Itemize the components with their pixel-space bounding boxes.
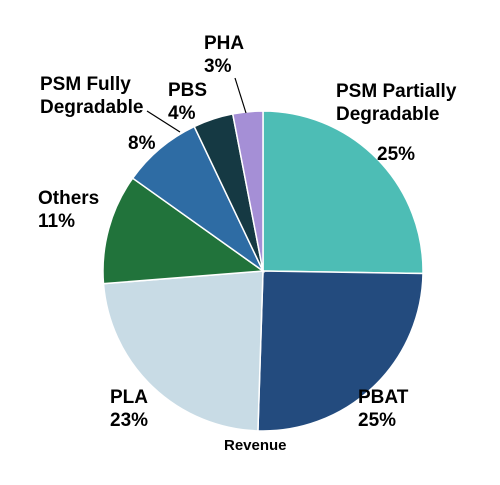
x-axis-label: Revenue — [224, 437, 287, 454]
slice-label-pla-name: PLA — [110, 387, 148, 408]
pie-slice-others — [102, 177, 266, 285]
slice-label-psm-partially-line2: Degradable — [336, 104, 440, 125]
slice-label-pla: PLA 23% — [110, 386, 148, 432]
pie-slice-pha — [231, 110, 264, 272]
slice-label-pbat: PBAT 25% — [358, 386, 408, 432]
slice-value-others: 11% — [38, 211, 75, 232]
slice-label-psm-fully-line2: Degradable — [40, 97, 144, 118]
slice-label-pbs-name: PBS — [168, 80, 208, 101]
slice-label-psm-fully: PSM Fully Degradable — [40, 73, 143, 119]
slice-label-pha: PHA 3% — [204, 32, 244, 78]
slice-label-psm-partially: PSM Partially Degradable — [336, 80, 456, 126]
pie-slice-pla — [102, 270, 264, 432]
slice-value-psm-fully: 8% — [128, 133, 156, 154]
slice-value-pbat: 25% — [358, 410, 397, 431]
leader-line-psm-fully — [146, 110, 181, 133]
slice-label-pbat-name: PBAT — [358, 387, 409, 408]
leader-lines — [146, 77, 247, 133]
slice-label-others-name: Others — [38, 188, 100, 209]
pie-slices — [102, 110, 424, 432]
slice-label-others: Others 11% — [38, 187, 99, 233]
pie-slice-pbat — [257, 270, 424, 432]
slice-label-psm-partially-line1: PSM Partially — [336, 81, 457, 102]
slice-label-pbs: PBS 4% — [168, 79, 207, 125]
slice-value-pbs: 4% — [168, 103, 196, 124]
slice-label-pha-name: PHA — [204, 33, 245, 54]
slice-value-pha: 3% — [204, 56, 232, 77]
slice-value-psm-partially: 25% — [377, 144, 416, 165]
slice-value-pla: 23% — [110, 410, 149, 431]
pie-slice-psm-partially-degradable — [262, 110, 424, 275]
slice-label-psm-fully-line1: PSM Fully — [40, 74, 131, 95]
leader-line-pha — [234, 77, 247, 114]
